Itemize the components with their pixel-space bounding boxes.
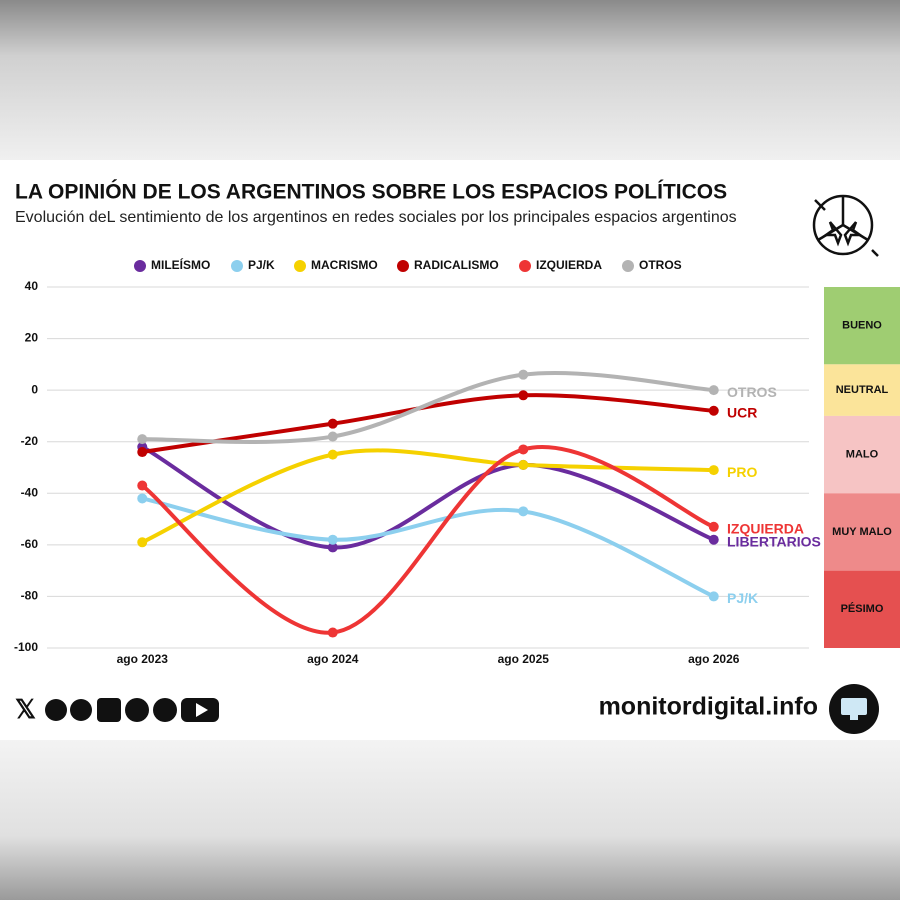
y-tick-label: 0 <box>31 382 38 396</box>
y-tick-label: 40 <box>25 279 39 293</box>
end-label: PJ/K <box>727 590 758 606</box>
legend-label: IZQUIERDA <box>536 258 602 272</box>
sentiment-zone <box>824 415 900 494</box>
data-point <box>518 390 529 401</box>
legend-label: RADICALISMO <box>414 258 499 272</box>
sentiment-zone <box>824 364 900 416</box>
y-tick-label: -60 <box>21 537 39 551</box>
data-point <box>137 480 148 491</box>
sentiment-zone <box>824 493 900 571</box>
data-point <box>708 591 719 602</box>
data-point <box>137 434 148 445</box>
data-point <box>708 405 719 416</box>
legend-label: OTROS <box>639 258 682 272</box>
site-name: monitordigital.info <box>599 693 818 721</box>
social-icons: 𝕏 <box>15 694 219 724</box>
x-tick-label: ago 2026 <box>688 652 740 666</box>
data-point <box>137 537 148 548</box>
data-point <box>137 447 148 458</box>
legend-marker <box>519 260 531 272</box>
zone-label: BUENO <box>842 320 882 332</box>
data-point <box>327 449 338 460</box>
data-point <box>518 369 529 380</box>
data-point <box>327 542 338 553</box>
data-point <box>327 431 338 442</box>
x-tick-label: ago 2025 <box>498 652 550 666</box>
data-point <box>708 465 719 476</box>
end-label: OTROS <box>727 384 777 400</box>
x-tick-label: ago 2024 <box>307 652 359 666</box>
y-tick-label: -40 <box>21 485 39 499</box>
legend-label: MACRISMO <box>311 258 378 272</box>
series-line <box>140 445 716 635</box>
data-point <box>708 521 719 532</box>
zone-label: PÉSIMO <box>841 602 884 615</box>
series-line <box>140 370 716 444</box>
end-label: UCR <box>727 404 757 420</box>
legend-marker <box>134 260 146 272</box>
end-label: LIBERTARIOS <box>727 533 821 549</box>
data-point <box>518 444 529 455</box>
sentiment-zone <box>824 570 900 648</box>
zone-label: MALO <box>846 449 879 461</box>
end-label: PRO <box>727 464 757 480</box>
x-tick-label: ago 2023 <box>117 652 169 666</box>
data-point <box>327 418 338 429</box>
data-point <box>137 493 148 504</box>
legend-marker <box>622 260 634 272</box>
data-point <box>327 534 338 545</box>
data-point <box>518 506 529 517</box>
legend-label: MILEÍSMO <box>151 257 210 272</box>
monitor-icon <box>829 684 879 734</box>
legend-marker <box>397 260 409 272</box>
data-point <box>708 534 719 545</box>
y-tick-label: -80 <box>21 589 39 603</box>
legend-marker <box>231 260 243 272</box>
series-line <box>140 448 716 545</box>
end-label: IZQUIERDA <box>727 521 804 537</box>
blurred-background <box>0 0 900 160</box>
y-tick-label: -20 <box>21 434 39 448</box>
y-tick-label: 20 <box>25 331 39 345</box>
blurred-background <box>0 740 900 900</box>
x-icon: 𝕏 <box>15 694 36 724</box>
chart-subtitle: Evolución deL sentimiento de los argenti… <box>15 209 737 226</box>
series-line <box>140 444 716 550</box>
zone-label: NEUTRAL <box>836 384 889 396</box>
zone-label: MUY MALO <box>832 526 892 538</box>
sentiment-zone <box>824 287 900 365</box>
legend-marker <box>294 260 306 272</box>
series-line <box>140 393 716 455</box>
data-point <box>327 627 338 638</box>
data-point <box>708 385 719 396</box>
legend-label: PJ/K <box>248 258 275 272</box>
data-point <box>518 459 529 470</box>
logo-icon <box>812 194 879 257</box>
chart-title: LA OPINIÓN DE LOS ARGENTINOS SOBRE LOS E… <box>15 180 727 204</box>
y-tick-label: -100 <box>14 640 38 654</box>
series-line <box>140 496 716 599</box>
